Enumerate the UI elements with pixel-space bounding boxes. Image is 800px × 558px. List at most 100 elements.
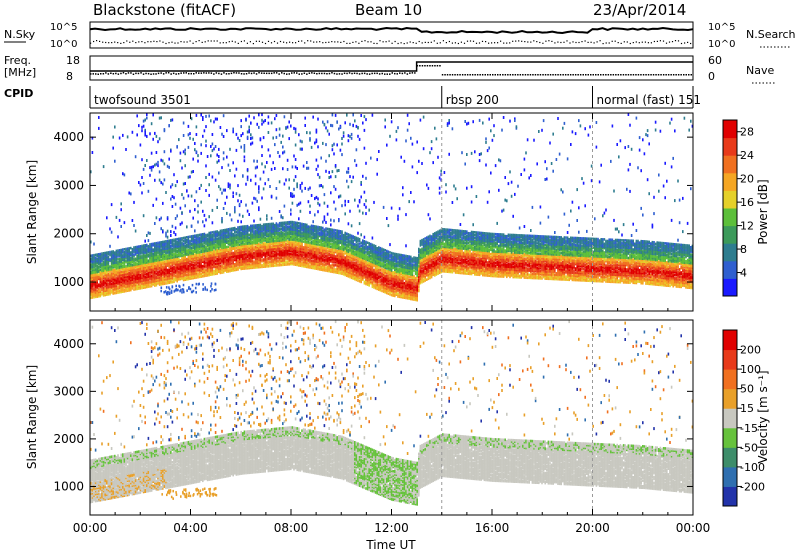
- heatmap-cell: [196, 266, 198, 269]
- heatmap-cell: [287, 168, 289, 171]
- heatmap-cell: [141, 158, 143, 161]
- nsearch-point: [681, 43, 682, 44]
- heatmap-cell: [156, 275, 158, 278]
- nsearch-point: [512, 41, 513, 42]
- heatmap-cell: [316, 139, 318, 142]
- nave-point: [414, 72, 416, 74]
- heatmap-cell: [220, 188, 222, 191]
- nsearch-point: [536, 41, 537, 42]
- heatmap-cell: [140, 255, 142, 258]
- heatmap-cell: [280, 243, 282, 246]
- nsearch-point: [313, 42, 314, 43]
- nsearch-point: [187, 41, 188, 42]
- nsearch-point: [594, 42, 595, 43]
- nsearch-point: [515, 41, 516, 42]
- heatmap-cell: [255, 175, 257, 178]
- heatmap-cell: [159, 241, 161, 244]
- heatmap-cell: [220, 126, 222, 129]
- heatmap-cell: [311, 146, 313, 149]
- heatmap-cell: [164, 261, 166, 264]
- heatmap-cell: [261, 119, 263, 122]
- heatmap-cell: [176, 180, 178, 183]
- heatmap-cell: [100, 253, 102, 256]
- heatmap-cell: [282, 222, 284, 225]
- nave-point: [608, 74, 610, 76]
- nave-point: [226, 73, 228, 75]
- nsearch-point: [177, 42, 178, 43]
- heatmap-cell: [117, 258, 119, 261]
- heatmap-cell: [236, 250, 238, 253]
- nave-point: [382, 73, 384, 75]
- heatmap-cell: [301, 140, 303, 143]
- heatmap-cell: [165, 240, 167, 243]
- heatmap-cell: [141, 126, 143, 129]
- heatmap-cell: [269, 223, 271, 226]
- heatmap-cell: [240, 226, 242, 229]
- nave-point: [278, 73, 280, 75]
- nave-point: [113, 73, 115, 75]
- heatmap-cell: [317, 173, 319, 176]
- nave-point: [253, 72, 255, 74]
- heatmap-cell: [160, 248, 162, 251]
- heatmap-cell: [288, 225, 290, 228]
- heatmap-cell: [189, 240, 191, 243]
- nsearch-point: [633, 42, 634, 43]
- heatmap-cell: [220, 230, 222, 233]
- heatmap-cell: [296, 182, 298, 185]
- nsearch-point: [639, 42, 640, 43]
- heatmap-cell: [208, 232, 210, 235]
- heatmap-cell: [170, 239, 172, 242]
- nave-point: [515, 74, 517, 76]
- heatmap-cell: [210, 119, 212, 122]
- heatmap-cell: [152, 138, 154, 141]
- nsearch-point: [268, 41, 269, 42]
- heatmap-cell: [261, 123, 263, 126]
- heatmap-cell: [146, 248, 148, 251]
- heatmap-cell: [140, 274, 142, 277]
- nave-point: [633, 74, 635, 76]
- nsearch-point: [262, 42, 263, 43]
- heatmap-cell: [264, 182, 266, 185]
- heatmap-cell: [122, 261, 124, 264]
- nsearch-point: [190, 40, 191, 41]
- heatmap-cell: [98, 283, 100, 286]
- heatmap-cell: [319, 184, 321, 187]
- heatmap-cell: [248, 213, 250, 216]
- heatmap-cell: [216, 237, 218, 240]
- heatmap-cell: [120, 270, 122, 273]
- nave-point: [93, 73, 95, 75]
- nsearch-point: [361, 41, 362, 42]
- heatmap-cell: [240, 146, 242, 149]
- heatmap-cell: [295, 144, 297, 147]
- heatmap-cell: [279, 232, 281, 235]
- heatmap-cell: [184, 182, 186, 185]
- heatmap-cell: [212, 149, 214, 152]
- heatmap-cell: [136, 114, 138, 117]
- heatmap-cell: [124, 173, 126, 176]
- heatmap-cell: [140, 184, 142, 187]
- heatmap-cell: [104, 252, 106, 255]
- nsearch-point: [220, 42, 221, 43]
- heatmap-cell: [181, 211, 183, 214]
- nsearch-point: [196, 41, 197, 42]
- heatmap-cell: [104, 288, 106, 291]
- heatmap-cell: [264, 165, 266, 168]
- nave-point: [336, 73, 338, 75]
- heatmap-cell: [276, 114, 278, 117]
- nave-point: [351, 73, 353, 75]
- nave-point: [497, 74, 499, 76]
- heatmap-cell: [239, 243, 241, 246]
- heatmap-cell: [199, 187, 201, 190]
- heatmap-cell: [191, 225, 193, 228]
- nave-point: [208, 72, 210, 74]
- heatmap-cell: [261, 154, 263, 157]
- heatmap-cell: [298, 238, 300, 241]
- heatmap-cell: [151, 275, 153, 278]
- nave-point: [691, 74, 693, 76]
- heatmap-cell: [204, 224, 206, 227]
- heatmap-cell: [117, 286, 119, 289]
- heatmap-cell: [292, 202, 294, 205]
- heatmap-cell: [170, 186, 172, 189]
- nave-point: [419, 65, 421, 67]
- heatmap-cell: [245, 204, 247, 207]
